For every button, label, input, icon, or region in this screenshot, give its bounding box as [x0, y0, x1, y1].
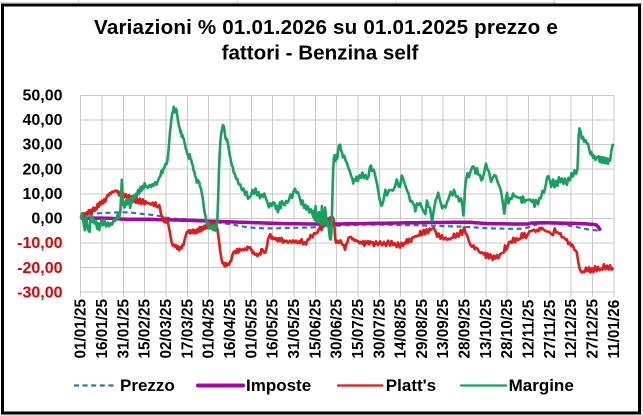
svg-text:01/04/25: 01/04/25	[201, 298, 218, 358]
svg-text:01/05/25: 01/05/25	[243, 298, 260, 358]
svg-text:17/03/25: 17/03/25	[179, 298, 196, 358]
svg-text:30/07/25: 30/07/25	[371, 298, 388, 358]
svg-text:Platt's: Platt's	[386, 376, 436, 395]
svg-text:27/11/25: 27/11/25	[542, 299, 559, 358]
svg-text:12/12/25: 12/12/25	[563, 298, 580, 358]
svg-text:20,00: 20,00	[22, 161, 62, 178]
svg-text:11/01/26: 11/01/26	[606, 300, 623, 359]
svg-text:13/09/25: 13/09/25	[435, 298, 452, 358]
svg-text:30,00: 30,00	[22, 137, 62, 154]
svg-text:50,00: 50,00	[22, 88, 62, 105]
svg-text:30/06/25: 30/06/25	[329, 298, 346, 358]
svg-text:-20,00: -20,00	[17, 260, 62, 277]
svg-text:29/08/25: 29/08/25	[414, 298, 431, 358]
svg-text:15/06/25: 15/06/25	[307, 298, 324, 358]
svg-text:16/01/25: 16/01/25	[94, 298, 111, 358]
svg-text:40,00: 40,00	[22, 112, 62, 129]
svg-text:15/07/25: 15/07/25	[350, 298, 367, 358]
svg-text:-10,00: -10,00	[17, 235, 62, 252]
svg-text:28/10/25: 28/10/25	[499, 298, 516, 358]
svg-text:fattori - Benzina self: fattori - Benzina self	[222, 42, 419, 65]
svg-text:Margine: Margine	[509, 376, 574, 395]
svg-text:13/10/25: 13/10/25	[478, 298, 495, 358]
svg-text:31/01/25: 31/01/25	[115, 298, 132, 358]
svg-text:12/11/25: 12/11/25	[521, 299, 538, 358]
svg-text:-30,00: -30,00	[17, 284, 62, 301]
svg-text:01/01/25: 01/01/25	[73, 298, 90, 358]
svg-text:Prezzo: Prezzo	[120, 376, 175, 395]
svg-text:14/08/25: 14/08/25	[393, 298, 410, 358]
svg-text:15/02/25: 15/02/25	[137, 298, 154, 358]
svg-text:02/03/25: 02/03/25	[158, 298, 175, 358]
svg-text:27/12/25: 27/12/25	[585, 298, 602, 358]
svg-text:Variazioni % 01.01.2026 su 01.: Variazioni % 01.01.2026 su 01.01.2025 pr…	[94, 16, 558, 39]
svg-text:Imposte: Imposte	[246, 376, 311, 395]
svg-text:16/04/25: 16/04/25	[222, 298, 239, 358]
svg-text:31/05/25: 31/05/25	[286, 298, 303, 358]
svg-text:10,00: 10,00	[22, 186, 62, 203]
svg-text:16/05/25: 16/05/25	[265, 298, 282, 358]
svg-text:28/09/25: 28/09/25	[457, 298, 474, 358]
svg-text:0,00: 0,00	[31, 211, 62, 228]
